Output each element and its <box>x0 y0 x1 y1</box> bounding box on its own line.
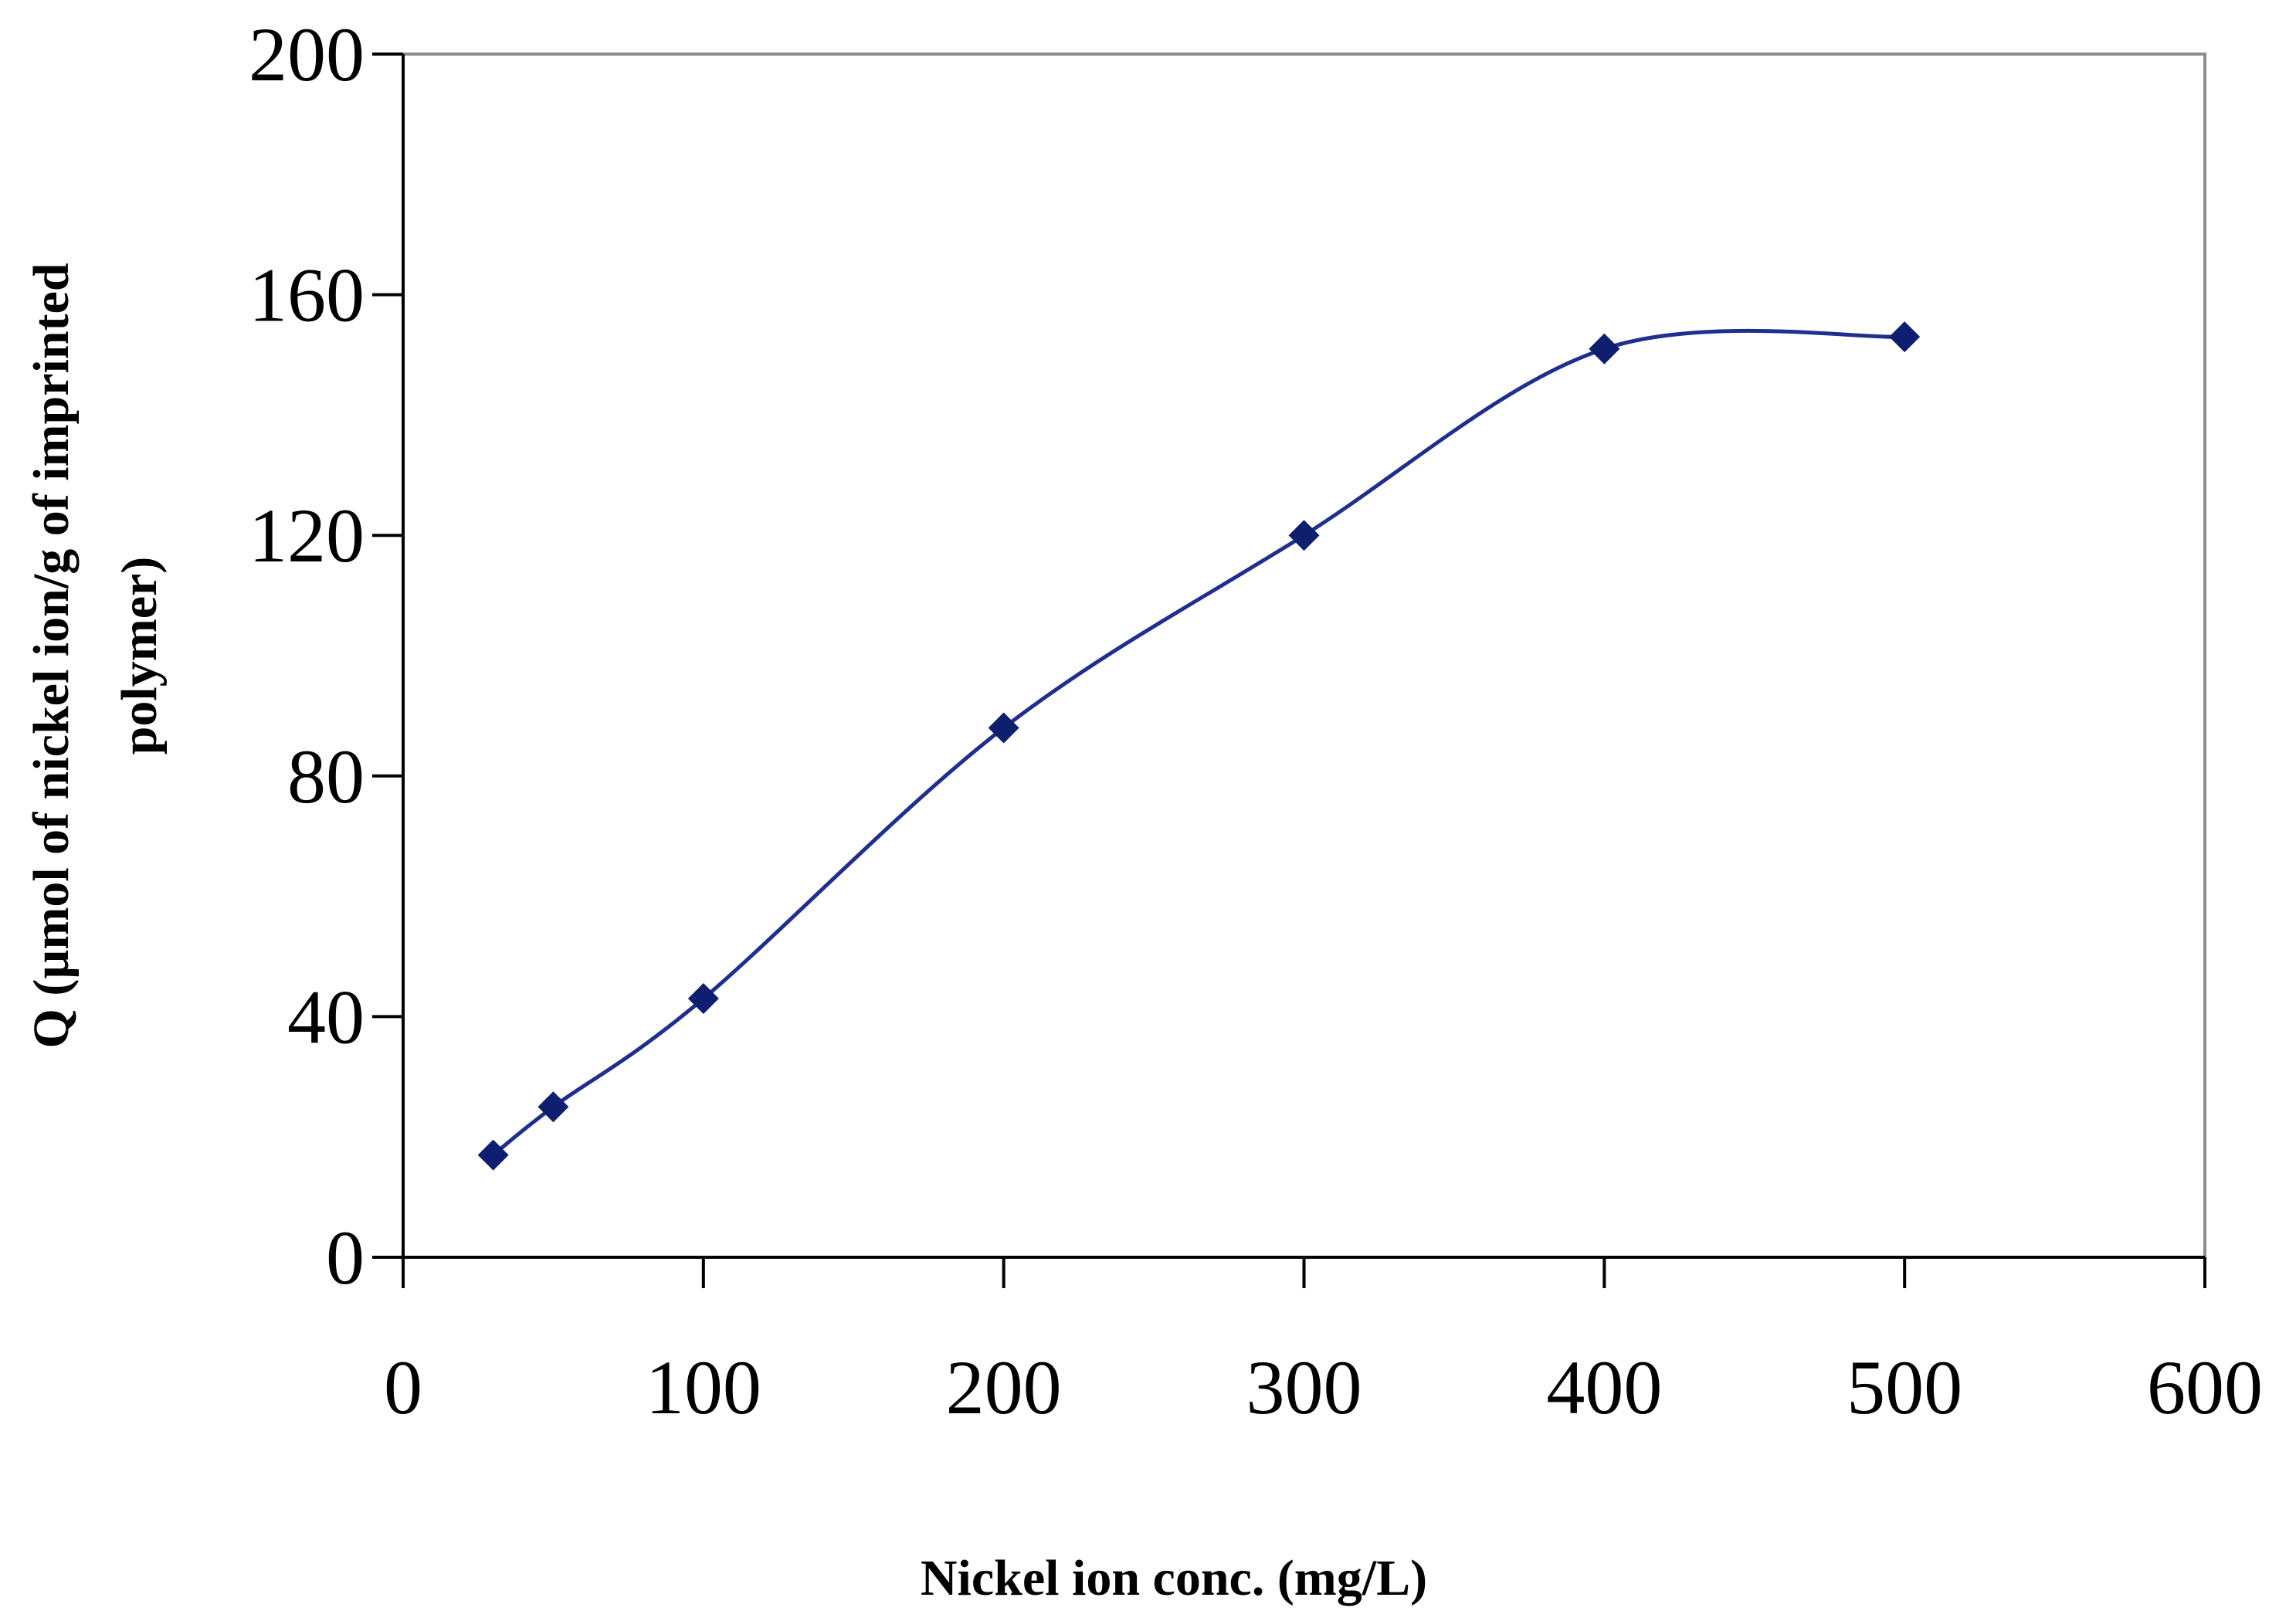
x-axis-ticks: 0 100 200 300 400 500 600 <box>384 1257 2263 1430</box>
data-point-marker <box>988 712 1019 744</box>
y-axis-ticks: 0 40 80 120 160 200 <box>249 12 403 1301</box>
y-axis-title-line-1: Q (µmol of nickel ion/g of imprinted <box>23 263 80 1048</box>
x-tick-label: 400 <box>1546 1345 1662 1430</box>
x-tick-label: 0 <box>384 1345 422 1430</box>
y-tick-label: 80 <box>287 734 365 819</box>
y-tick-label: 200 <box>249 12 365 97</box>
y-tick-label: 160 <box>249 253 365 338</box>
x-tick-label: 200 <box>946 1345 1062 1430</box>
x-tick-label: 600 <box>2147 1345 2263 1430</box>
data-point-marker <box>1288 520 1320 551</box>
data-point-marker <box>1889 321 1921 353</box>
x-tick-label: 100 <box>646 1345 761 1430</box>
data-point-marker <box>687 983 719 1015</box>
x-tick-label: 300 <box>1246 1345 1362 1430</box>
x-axis-title: Nickel ion conc. (mg/L) <box>921 1550 1427 1606</box>
x-tick-label: 500 <box>1847 1345 1962 1430</box>
y-axis-title: Q (µmol of nickel ion/g of imprinted pol… <box>23 263 168 1048</box>
y-tick-label: 0 <box>326 1215 365 1301</box>
axes <box>402 54 2205 1259</box>
series-group <box>477 321 1921 1171</box>
data-point-marker <box>1589 333 1620 365</box>
y-tick-label: 40 <box>287 974 365 1060</box>
plot-area-border <box>402 53 2206 1259</box>
data-point-marker <box>477 1139 509 1171</box>
data-point-marker <box>538 1091 569 1123</box>
y-tick-label: 120 <box>249 493 365 578</box>
series-line <box>492 328 1905 1157</box>
y-axis-title-line-2: polymer) <box>111 557 168 755</box>
